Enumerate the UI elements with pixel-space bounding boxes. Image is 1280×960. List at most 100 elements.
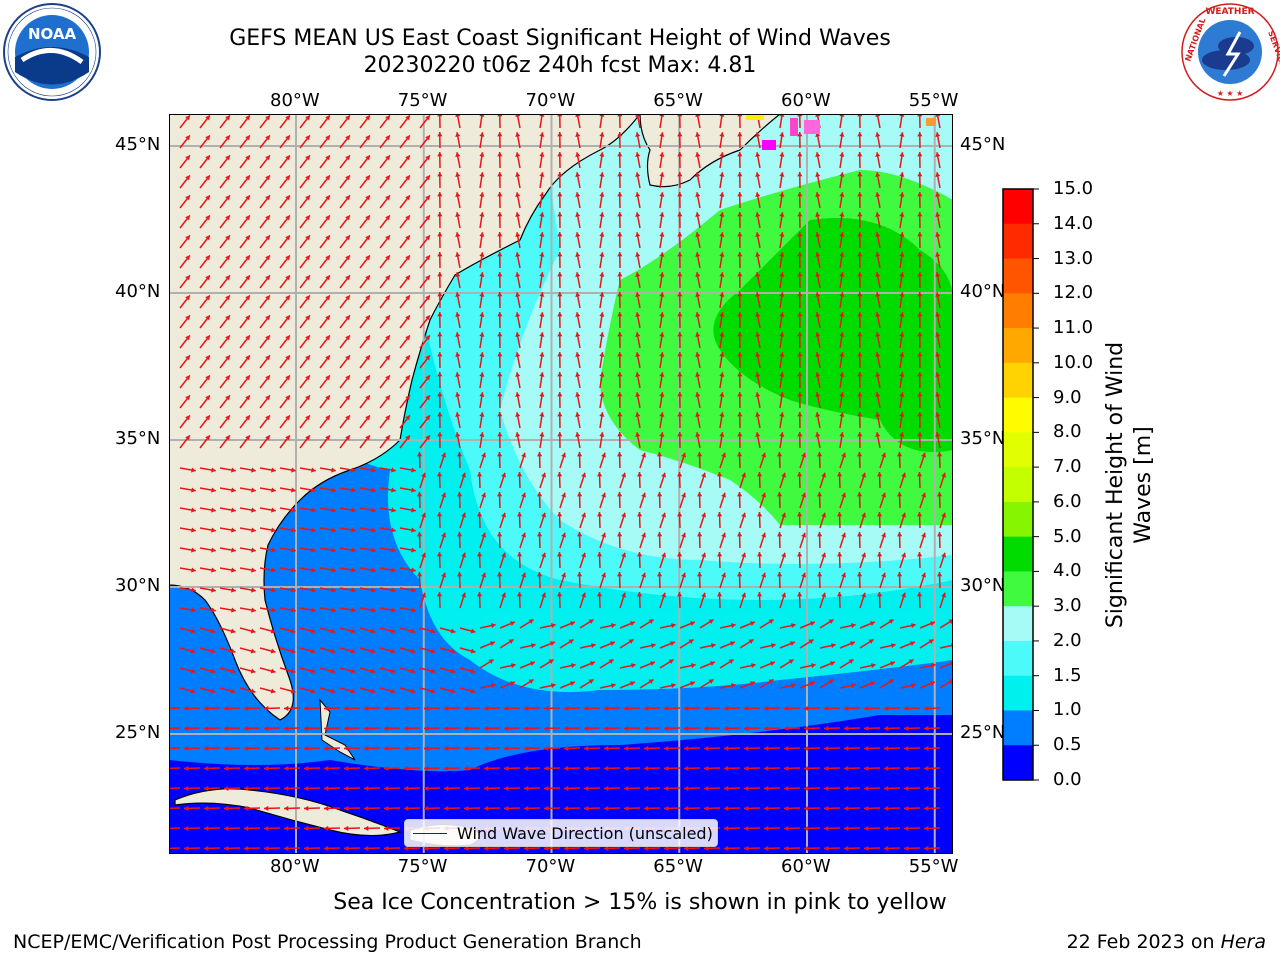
wave-arrow-head — [557, 152, 563, 157]
wave-arrow-head — [291, 487, 296, 493]
wave-arrow-head — [917, 272, 923, 277]
wave-arrow — [169, 807, 181, 810]
wave-arrow-head — [497, 292, 503, 297]
wave-arrow-head — [779, 432, 785, 437]
wave-arrow-head — [250, 628, 256, 634]
wave-arrow-head — [697, 572, 703, 577]
wave-arrow-head — [410, 648, 416, 654]
wave-arrow-head — [881, 532, 887, 538]
wave-arrow-head — [164, 746, 168, 751]
wave-arrow-head — [564, 745, 569, 751]
wave-arrow-head — [839, 392, 845, 397]
wave-arrow-head — [244, 705, 249, 711]
wave-arrow-head — [815, 372, 821, 377]
wave-arrow-head — [364, 745, 369, 751]
wave-arrow-head — [635, 192, 641, 197]
wave-arrow-head — [310, 628, 316, 634]
wave-arrow-head — [815, 412, 821, 417]
wave-arrow-head — [948, 619, 953, 624]
wave-arrow-head — [455, 252, 461, 257]
wave-arrow-head — [311, 607, 316, 613]
wave-arrow-head — [365, 255, 370, 261]
sea-ice-note: Sea Ice Concentration > 15% is shown in … — [333, 890, 947, 915]
wave-arrow-head — [935, 152, 941, 157]
wave-arrow-head — [284, 805, 289, 811]
wave-arrow-head — [839, 412, 845, 417]
wave-arrow-head — [841, 452, 847, 458]
wave-arrow-head — [461, 472, 467, 478]
wave-arrow-head — [669, 641, 675, 647]
wave-arrow-head — [405, 195, 410, 201]
colorbar-tick-label: 3.0 — [1053, 595, 1082, 617]
wave-arrow-head — [404, 765, 409, 771]
wave-arrow-head — [385, 375, 390, 381]
wave-arrow-head — [270, 688, 276, 694]
wave-arrow-head — [875, 192, 881, 197]
wave-arrow-head — [659, 292, 665, 297]
wave-direction-arrows — [164, 114, 953, 851]
wave-arrow-head — [250, 688, 256, 694]
wave-arrow-head — [677, 472, 683, 477]
wave-arrow-head — [285, 155, 290, 161]
wave-arrow-head — [385, 315, 390, 321]
wave-arrow-head — [839, 292, 845, 297]
wave-arrow-head — [190, 668, 196, 674]
wave-arrow-head — [941, 592, 947, 598]
wave-arrow-head — [205, 175, 210, 181]
wave-arrow-head — [544, 705, 549, 711]
wave-arrow-head — [875, 432, 881, 437]
wave-arrow-head — [537, 572, 543, 577]
wave-arrow-head — [569, 681, 575, 687]
wave-arrow-head — [444, 745, 449, 751]
wave-arrow-head — [370, 668, 376, 674]
wave-arrow-head — [890, 643, 896, 649]
wave-arrow-head — [557, 472, 563, 477]
wave-arrow-head — [781, 472, 787, 478]
wave-arrow-head — [904, 765, 909, 771]
wave-arrow-head — [521, 572, 527, 578]
wave-arrow-head — [839, 212, 845, 217]
wave-arrow-head — [617, 132, 623, 137]
wave-arrow-head — [325, 395, 330, 401]
wave-arrow-head — [697, 452, 703, 457]
wave-arrow-head — [935, 272, 941, 277]
wave-arrow-head — [305, 375, 310, 381]
wave-arrow-head — [641, 492, 647, 498]
wave-arrow-head — [285, 315, 290, 321]
wave-arrow-head — [564, 765, 569, 771]
wave-arrow-head — [670, 683, 676, 689]
wave-arrow-head — [345, 215, 350, 221]
chart-subtitle: 20230220 t06z 240h fcst Max: 4.81 — [363, 53, 757, 78]
wave-arrow-head — [635, 312, 641, 317]
wave-arrow-head — [455, 172, 461, 177]
lat-tick-label: 30°N — [115, 575, 161, 596]
wave-arrow-head — [404, 805, 409, 811]
wave-arrow-head — [935, 252, 941, 257]
wave-arrow-head — [839, 272, 845, 277]
wave-arrow-head — [504, 745, 509, 751]
wave-arrow-head — [575, 172, 581, 177]
wave-arrow-head — [245, 295, 250, 301]
wave-arrow-head — [345, 415, 350, 421]
wave-arrow-head — [191, 567, 196, 573]
wave-arrow-head — [330, 628, 336, 634]
wave-arrow-head — [904, 785, 909, 791]
wave-arrow-head — [755, 172, 761, 177]
wave-arrow-head — [601, 452, 607, 458]
wave-arrow-head — [271, 467, 276, 473]
wave-arrow-head — [617, 152, 623, 157]
wave-arrow-head — [344, 765, 349, 771]
wave-arrow-head — [515, 292, 521, 297]
wave-arrow-head — [869, 621, 875, 627]
wave-arrow-head — [557, 332, 563, 337]
wave-arrow-head — [621, 472, 627, 478]
wave-arrow-head — [557, 192, 563, 197]
wave-arrow-head — [424, 745, 429, 751]
wave-arrow-head — [331, 487, 336, 493]
wave-arrow-head — [935, 412, 941, 417]
wave-arrow-head — [230, 648, 236, 654]
wave-arrow-head — [815, 352, 821, 357]
wave-arrow-head — [464, 785, 469, 791]
wave-arrow-head — [305, 335, 310, 341]
wave-arrow-head — [490, 623, 496, 629]
